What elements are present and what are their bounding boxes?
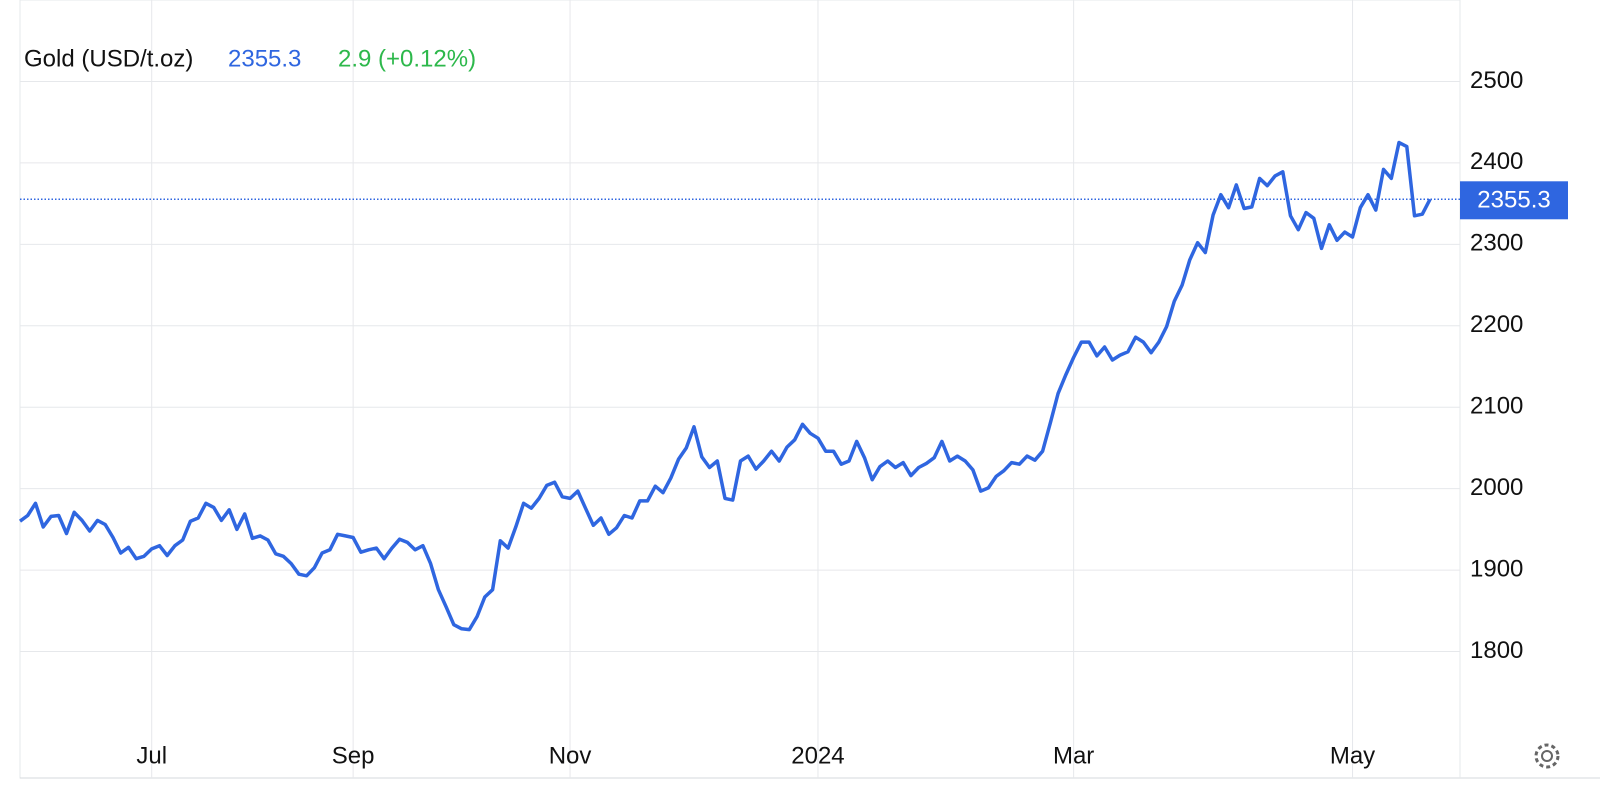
- y-tick-label: 2200: [1470, 311, 1523, 338]
- y-tick-label: 1900: [1470, 555, 1523, 582]
- y-tick-label: 1800: [1470, 637, 1523, 664]
- y-tick-label: 2500: [1470, 67, 1523, 94]
- y-tick-label: 2000: [1470, 474, 1523, 501]
- y-tick-label: 2400: [1470, 148, 1523, 175]
- last-price-tag: [1460, 181, 1568, 220]
- settings-icon[interactable]: [1534, 743, 1560, 769]
- last-price-tag-label: 2355.3: [1477, 187, 1550, 214]
- gear-inner: [1541, 750, 1553, 762]
- last-price: 2355.3: [228, 45, 301, 72]
- grid: [20, 0, 1460, 778]
- gear-outer: [1534, 743, 1560, 769]
- x-tick-label: Jul: [136, 742, 167, 769]
- x-tick-label: May: [1330, 742, 1375, 769]
- x-tick-label: Sep: [332, 742, 375, 769]
- series-layer: [18, 140, 1460, 632]
- y-tick-label: 2300: [1470, 230, 1523, 257]
- price-line: [18, 140, 1432, 632]
- y-tick-label: 2100: [1470, 393, 1523, 420]
- chart-title: Gold (USD/t.oz): [24, 45, 193, 72]
- x-tick-label: Mar: [1053, 742, 1094, 769]
- x-tick-label: 2024: [791, 742, 844, 769]
- price-change: 2.9 (+0.12%): [338, 45, 476, 72]
- plot-frame: [19, 0, 1461, 779]
- x-tick-label: Nov: [549, 742, 592, 769]
